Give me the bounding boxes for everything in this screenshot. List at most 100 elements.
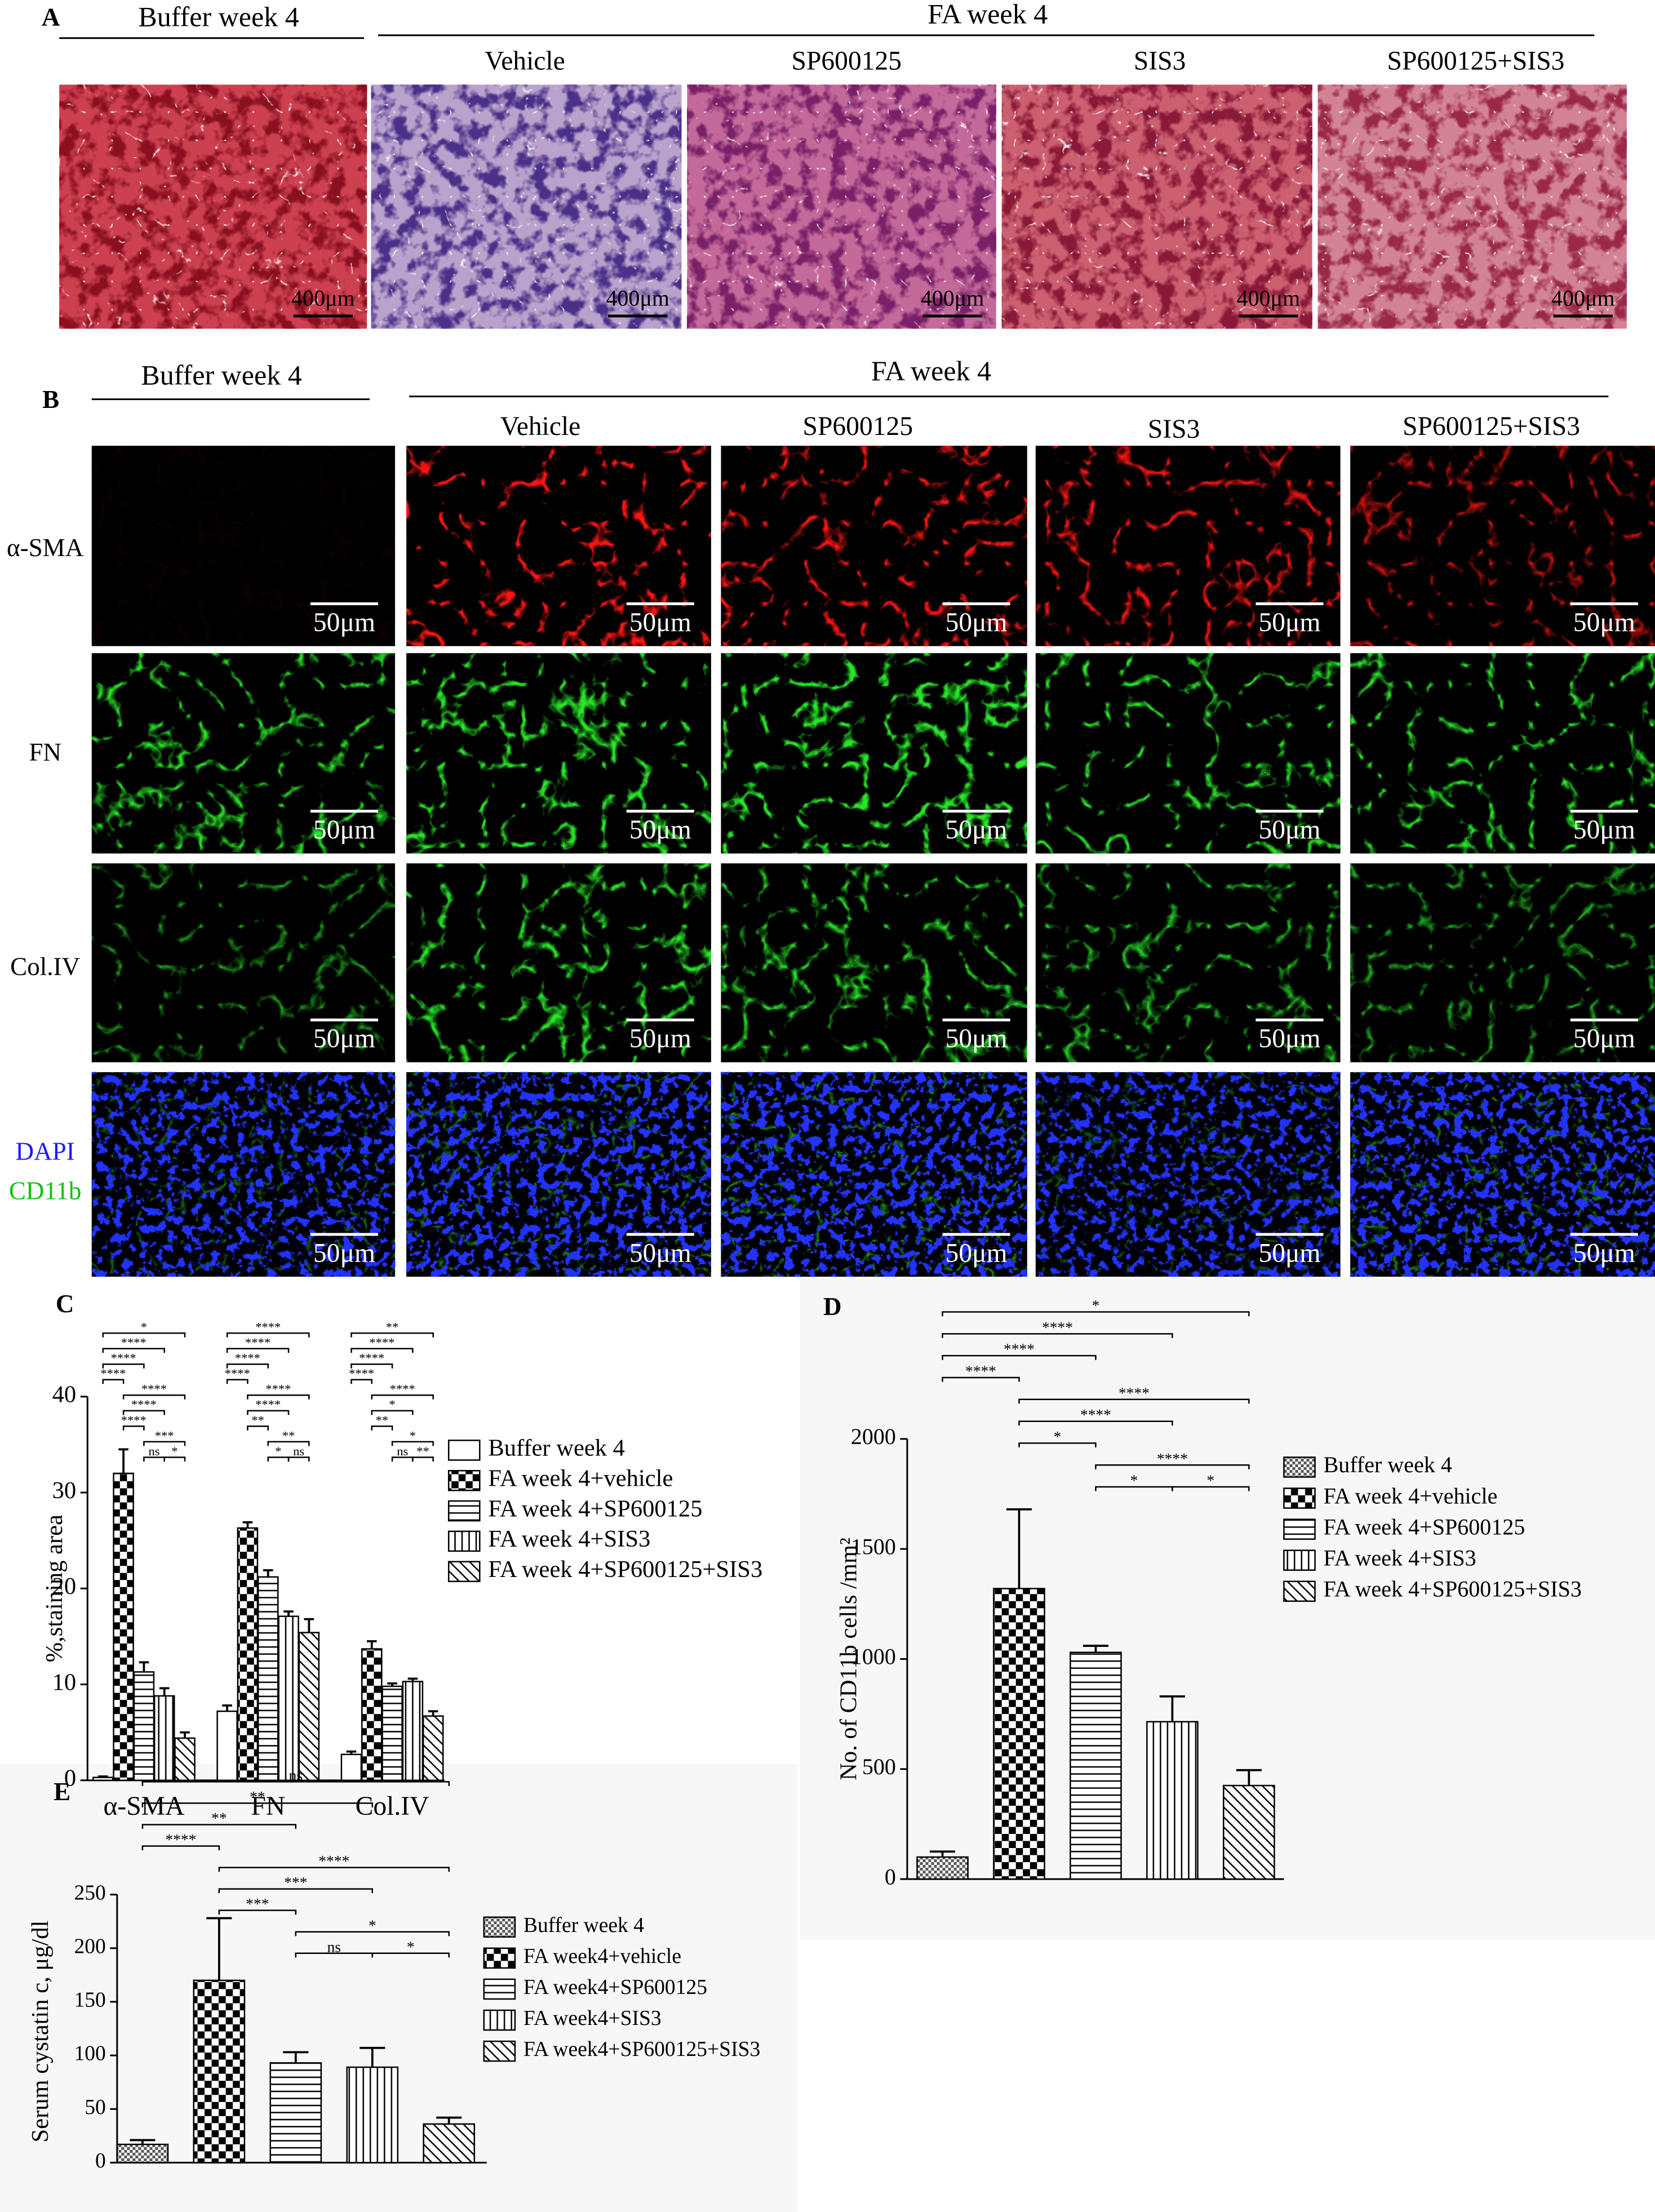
fluorescence-signal: [91, 446, 396, 646]
significance-bracket: [226, 1332, 310, 1338]
significance-bracket: [122, 1394, 186, 1400]
legend-label: FA week4+SP600125+SIS3: [523, 2038, 760, 2061]
legend-label: Buffer week 4: [1324, 1452, 1452, 1477]
legend-label: FA week4+vehicle: [523, 1945, 681, 1968]
significance-label: ****: [225, 1366, 250, 1380]
y-axis-title: Serum cystatin c, μg/dl: [27, 1921, 54, 2143]
significance-label: ***: [155, 1428, 174, 1442]
significance-bracket: [218, 1888, 374, 1894]
y-tick-label: 10: [52, 1669, 77, 1695]
y-axis-title: %,staining area: [41, 1514, 68, 1662]
significance-label: ****: [1080, 1406, 1111, 1423]
bar: [278, 1615, 299, 1782]
significance-label: *: [141, 1320, 147, 1334]
significance-label: *: [410, 1428, 416, 1442]
panel-label: C: [56, 1290, 74, 1318]
y-tick-label: 200: [74, 1935, 105, 1958]
histology-lumen: [371, 85, 682, 329]
significance-bracket: [371, 1394, 434, 1400]
legend-swatch: [483, 1947, 516, 1969]
scale-label: 50μm: [629, 608, 691, 637]
significance-bracket: [247, 1394, 310, 1400]
row-label: α-SMA: [7, 534, 84, 562]
significance-label: ****: [359, 1351, 384, 1365]
significance-label: ****: [1004, 1340, 1035, 1358]
scale-label: 50μm: [313, 1238, 375, 1268]
significance-label: ***: [284, 1873, 307, 1891]
legend-label: FA week 4+vehicle: [1324, 1483, 1498, 1508]
legend-label: FA week 4+SP600125: [488, 1495, 702, 1522]
y-tick-label: 0: [64, 1765, 76, 1792]
significance-bracket: [412, 1456, 434, 1462]
bar: [993, 1588, 1045, 1880]
row-label: DAPI: [16, 1137, 75, 1165]
legend-swatch: [483, 1978, 516, 2000]
scale-label: 400μm: [1237, 286, 1301, 311]
significance-bracket: [102, 1363, 145, 1369]
bar: [1146, 1721, 1199, 1880]
significance-label: ****: [390, 1382, 415, 1396]
significance-bracket: [942, 1333, 1173, 1338]
legend-label: FA week 4+SP600125: [1324, 1514, 1525, 1539]
fluorescence-signal: [1035, 446, 1341, 646]
significance-label: *: [1207, 1472, 1215, 1489]
legend-label: FA week4+SIS3: [523, 2007, 662, 2030]
column-label: SIS3: [1134, 47, 1186, 76]
row-label: FN: [29, 738, 61, 766]
scale-label: 50μm: [946, 608, 1008, 637]
significance-bracket: [942, 1311, 1250, 1317]
bar: [1223, 1784, 1275, 1880]
legend-label: FA week4+SP600125: [523, 1976, 707, 1999]
histology-lumen: [59, 85, 367, 329]
x-tick-label: FN: [251, 1792, 285, 1821]
legend-swatch: [447, 1530, 481, 1552]
significance-bracket: [350, 1332, 434, 1338]
significance-label: ns: [289, 1766, 303, 1784]
significance-bracket: [371, 1425, 393, 1431]
bar: [361, 1648, 383, 1782]
bar: [269, 2062, 322, 2164]
group-label: FA week 4: [928, 0, 1048, 30]
bar: [237, 1527, 259, 1782]
significance-bracket: [122, 1410, 165, 1415]
significance-bracket: [371, 1952, 450, 1958]
significance-label: ****: [965, 1362, 996, 1380]
significance-label: ****: [131, 1397, 157, 1411]
significance-bracket: [218, 1867, 450, 1872]
bar: [423, 2123, 476, 2164]
legend-swatch: [1283, 1580, 1316, 1602]
panel-label: A: [42, 3, 60, 31]
significance-bracket: [226, 1363, 269, 1369]
significance-label: ****: [121, 1335, 147, 1349]
bar: [257, 1576, 279, 1782]
panel-label: E: [54, 1778, 70, 1806]
column-label: Vehicle: [500, 412, 581, 441]
significance-label: ns: [397, 1444, 408, 1458]
significance-label: ****: [141, 1382, 167, 1396]
significance-bracket: [942, 1354, 1097, 1360]
significance-bracket: [1018, 1442, 1097, 1447]
scale-label: 50μm: [313, 815, 375, 845]
significance-bracket: [102, 1332, 186, 1338]
scale-label: 50μm: [1573, 608, 1635, 637]
y-tick-label: 1000: [851, 1644, 896, 1669]
group-label: Buffer week 4: [138, 1, 299, 33]
scale-label: 50μm: [1258, 815, 1320, 845]
significance-label: ****: [369, 1335, 394, 1349]
scale-label: 50μm: [629, 1024, 691, 1054]
significance-label: *: [1054, 1428, 1062, 1445]
bar: [340, 1753, 362, 1782]
fluorescence-nuclei: [91, 1072, 396, 1277]
scale-label: 50μm: [946, 815, 1008, 845]
bar: [422, 1715, 444, 1782]
bar: [92, 1776, 114, 1782]
significance-bracket: [1172, 1486, 1250, 1491]
significance-bracket: [350, 1363, 393, 1369]
y-tick-label: 100: [74, 2042, 105, 2066]
legend-label: FA week 4+vehicle: [488, 1465, 673, 1492]
significance-bracket: [1018, 1398, 1250, 1404]
legend-label: FA week 4+SIS3: [488, 1526, 650, 1552]
significance-bracket: [163, 1456, 186, 1462]
significance-label: ****: [121, 1413, 147, 1427]
panel-label: B: [42, 385, 59, 414]
